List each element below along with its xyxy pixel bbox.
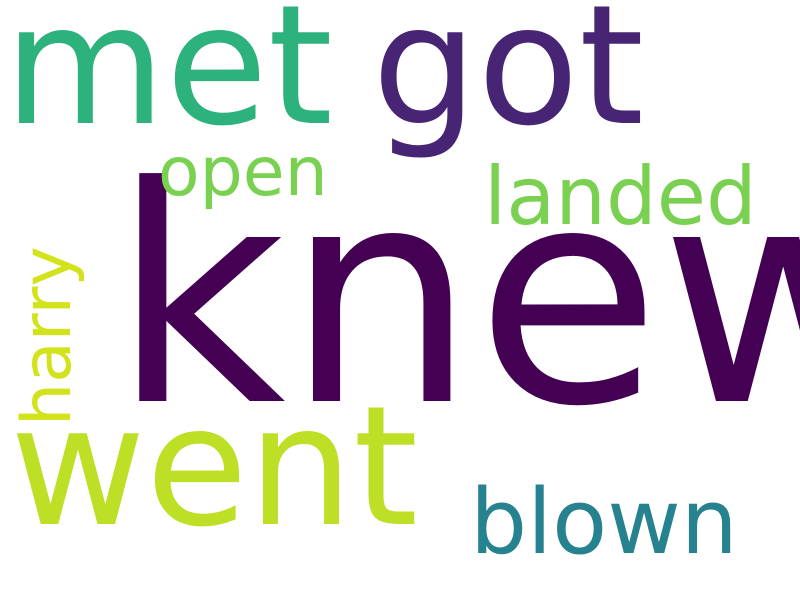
word-knew: knew [112, 123, 800, 472]
word-met: met [4, 0, 333, 163]
word-harry: harry [8, 246, 87, 426]
word-went: went [10, 371, 419, 564]
word-blown: blown [470, 470, 738, 575]
word-open: open [158, 133, 328, 212]
word-landed: landed [484, 150, 757, 243]
word-got: got [372, 0, 645, 163]
